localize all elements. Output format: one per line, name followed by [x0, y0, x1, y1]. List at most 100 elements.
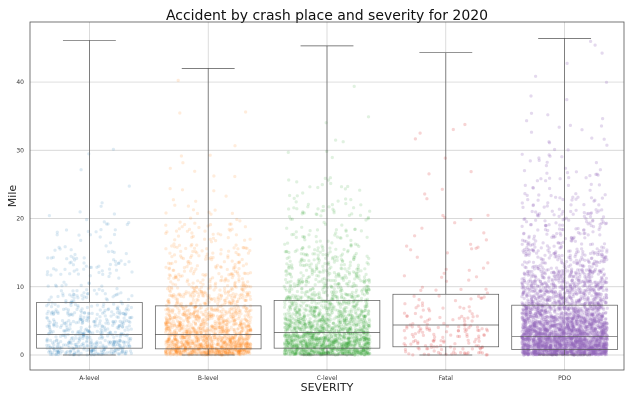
strip-point	[229, 338, 233, 342]
strip-point	[71, 319, 75, 324]
strip-point	[291, 312, 295, 316]
strip-point	[198, 324, 202, 328]
strip-point	[125, 344, 130, 348]
strip-point	[78, 344, 82, 348]
strip-point	[127, 324, 131, 328]
strip-point	[117, 352, 121, 356]
strip-point	[203, 351, 207, 355]
strip-point	[63, 335, 68, 339]
strip-point	[364, 352, 368, 356]
strip-point	[191, 281, 195, 285]
strip-point	[117, 326, 121, 330]
strip-point	[232, 319, 236, 323]
strip-point	[219, 248, 223, 252]
strip-point	[69, 342, 73, 346]
strip-point	[122, 316, 126, 320]
strip-point	[313, 283, 317, 287]
strip-point	[339, 285, 343, 289]
strip-point	[287, 255, 291, 259]
strip-point	[320, 209, 324, 213]
strip-point	[238, 349, 242, 353]
strip-point	[95, 312, 99, 316]
strip-point	[181, 323, 185, 327]
strip-point	[194, 300, 198, 305]
strip-point	[108, 241, 113, 245]
strip-point	[347, 213, 351, 217]
strip-point	[213, 307, 217, 311]
strip-point	[291, 293, 295, 297]
strip-point	[413, 234, 417, 238]
strip-point	[237, 349, 241, 353]
strip-point	[347, 272, 352, 276]
strip-point	[182, 330, 186, 334]
strip-point	[411, 353, 415, 357]
strip-point	[192, 326, 196, 330]
strip-point	[49, 331, 53, 335]
strip-point	[188, 346, 192, 350]
strip-point	[359, 203, 363, 207]
strip-point	[123, 340, 127, 344]
strip-point	[300, 225, 304, 229]
strip-point	[321, 313, 325, 317]
strip-point	[130, 315, 134, 319]
strip-point	[91, 348, 95, 352]
strip-point	[244, 110, 248, 114]
strip-point	[288, 259, 292, 263]
strip-point	[359, 308, 363, 312]
strip-point	[189, 216, 193, 220]
strip-point	[76, 350, 80, 354]
strip-point	[45, 338, 49, 342]
strip-point	[68, 261, 72, 265]
strip-point	[405, 314, 409, 318]
strip-point	[229, 334, 233, 338]
strip-point	[88, 341, 92, 345]
strip-point	[413, 137, 417, 141]
strip-point	[234, 317, 238, 321]
strip-point	[170, 317, 174, 321]
strip-point	[47, 298, 51, 302]
strip-point	[98, 319, 102, 323]
strip-point	[47, 343, 51, 348]
strip-point	[52, 324, 56, 328]
strip-point	[89, 338, 93, 342]
strip-point	[164, 327, 168, 331]
strip-point	[103, 292, 107, 296]
strip-point	[209, 337, 213, 341]
strip-point	[438, 315, 442, 320]
strip-point	[181, 348, 185, 353]
strip-point	[348, 260, 352, 264]
strip-point	[427, 352, 431, 357]
strip-point	[182, 311, 186, 315]
strip-point	[47, 324, 51, 328]
strip-point	[409, 248, 413, 252]
strip-point	[112, 340, 116, 344]
strip-point	[313, 314, 317, 318]
strip-point	[456, 334, 460, 338]
strip-point	[226, 290, 231, 294]
strip-point	[181, 325, 186, 329]
strip-point	[345, 269, 349, 273]
strip-point	[445, 251, 449, 255]
strip-point	[213, 327, 217, 332]
strip-point	[189, 331, 193, 335]
strip-point	[93, 342, 97, 346]
strip-point	[428, 309, 432, 313]
strip-point	[230, 227, 234, 231]
strip-point	[228, 348, 232, 352]
strip-point	[177, 323, 181, 327]
strip-point	[317, 327, 321, 331]
strip-point	[172, 315, 177, 320]
strip-point	[228, 351, 232, 355]
strip-point	[212, 174, 216, 178]
strip-point	[322, 276, 326, 281]
strip-point	[226, 329, 230, 333]
strip-point	[442, 340, 446, 344]
strip-point	[167, 309, 171, 313]
strip-point	[453, 299, 458, 303]
strip-point	[536, 198, 540, 202]
strip-point	[477, 339, 481, 343]
strip-point	[86, 344, 90, 348]
strip-point	[170, 294, 174, 298]
strip-point	[128, 316, 132, 320]
strip-point	[166, 340, 170, 344]
